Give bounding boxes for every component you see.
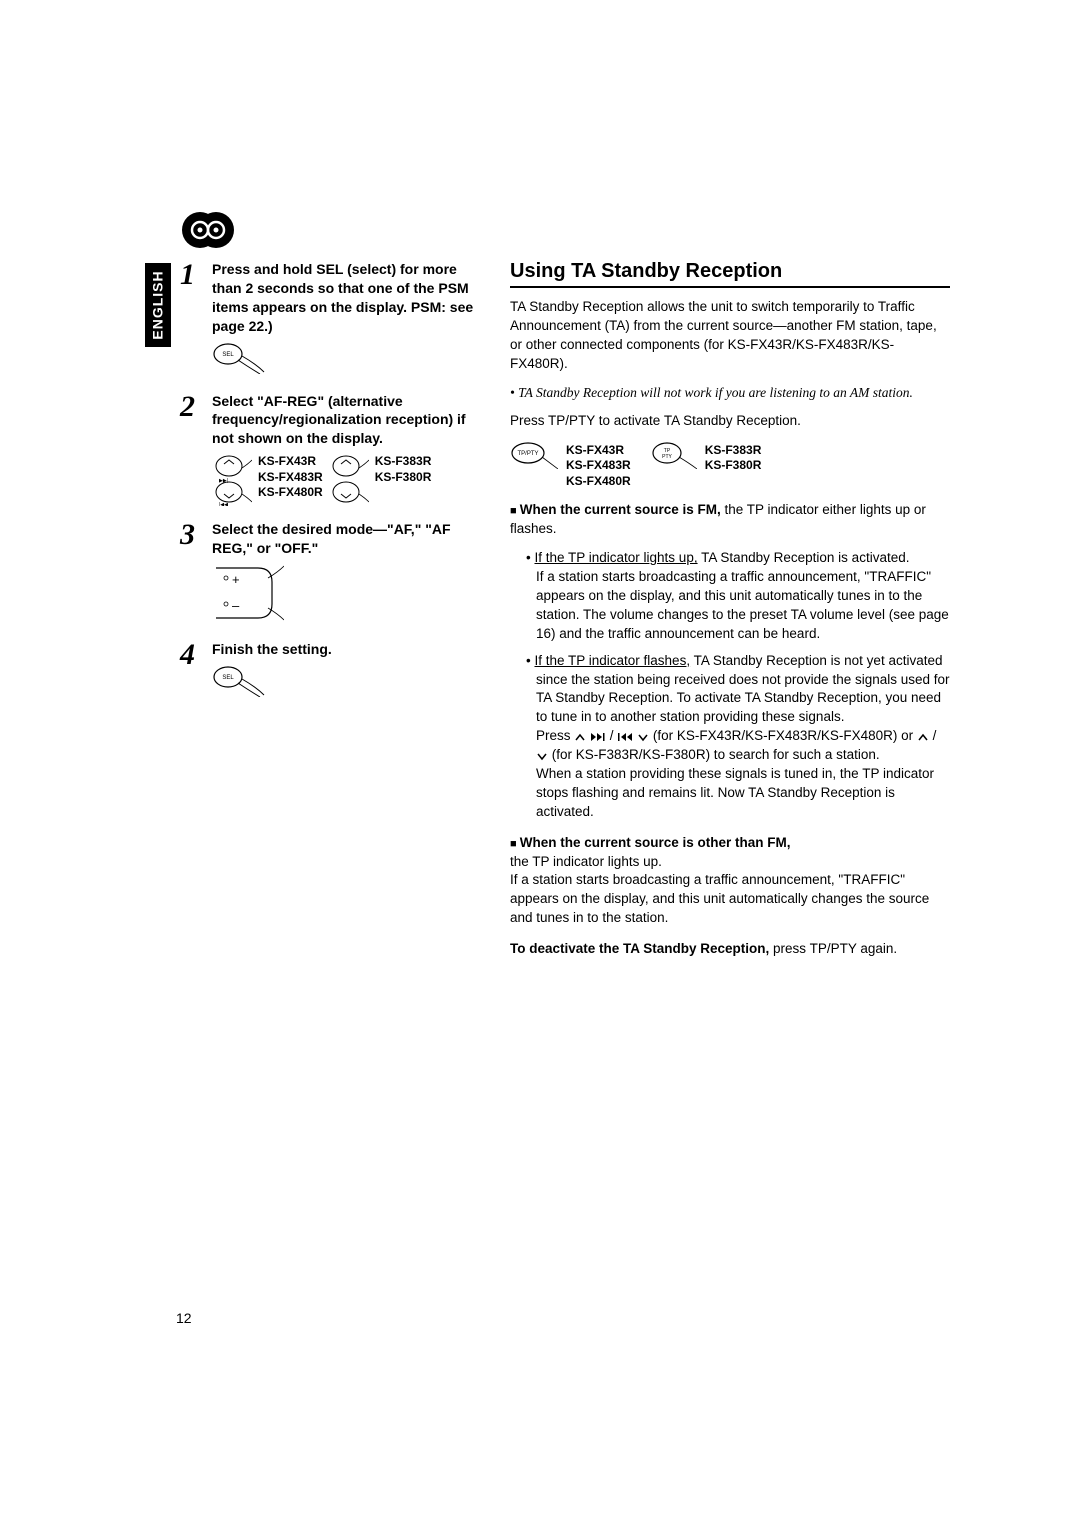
language-tab: ENGLISH bbox=[145, 263, 171, 347]
sel-button-diagram: SEL bbox=[212, 665, 480, 697]
model-labels: KS-FX43R KS-FX483R KS-FX480R bbox=[258, 454, 323, 501]
model-labels: KS-F383R KS-F380R bbox=[375, 454, 432, 485]
section-icon bbox=[180, 210, 236, 255]
step-number: 3 bbox=[180, 520, 202, 626]
deactivate-text: To deactivate the TA Standby Reception, … bbox=[510, 940, 950, 959]
model-labels: KS-F383R KS-F380R bbox=[705, 443, 762, 474]
svg-text:–: – bbox=[232, 598, 240, 613]
list-item: If the TP indicator lights up, TA Standb… bbox=[526, 549, 950, 643]
step-2-text: Select "AF-REG" (alternative frequency/r… bbox=[212, 392, 480, 449]
italic-note: • TA Standby Reception will not work if … bbox=[510, 384, 950, 402]
intro-text: TA Standby Reception allows the unit to … bbox=[510, 298, 950, 374]
svg-text:+: + bbox=[232, 572, 240, 587]
other-source-heading: When the current source is other than FM… bbox=[510, 834, 950, 928]
nav-button-diagram bbox=[329, 454, 369, 506]
nav-button-diagram: ▶▶| |◀◀ bbox=[212, 454, 252, 506]
plus-minus-diagram: + – bbox=[212, 564, 480, 622]
prev-track-icon bbox=[617, 732, 633, 742]
fm-source-heading: When the current source is FM, the TP in… bbox=[510, 501, 950, 539]
svg-text:PTY: PTY bbox=[662, 454, 672, 460]
tp-pty-button-diagram: TP PTY bbox=[649, 441, 697, 469]
svg-text:SEL: SEL bbox=[222, 352, 234, 358]
step-3-text: Select the desired mode—"AF," "AF REG," … bbox=[212, 520, 480, 558]
down-icon bbox=[536, 751, 548, 761]
sel-button-diagram: SEL bbox=[212, 342, 480, 374]
down-icon bbox=[637, 732, 649, 742]
step-number: 4 bbox=[180, 640, 202, 701]
svg-text:TP/PTY: TP/PTY bbox=[517, 451, 538, 457]
up-icon bbox=[917, 732, 929, 742]
section-title: Using TA Standby Reception bbox=[510, 260, 950, 288]
step-number: 1 bbox=[180, 260, 202, 378]
svg-text:▶▶|: ▶▶| bbox=[219, 478, 228, 484]
list-item: If the TP indicator flashes, TA Standby … bbox=[526, 652, 950, 822]
model-labels: KS-FX43R KS-FX483R KS-FX480R bbox=[566, 443, 631, 490]
next-track-icon bbox=[590, 732, 606, 742]
step-4-text: Finish the setting. bbox=[212, 640, 480, 659]
svg-text:|◀◀: |◀◀ bbox=[219, 502, 228, 506]
press-instruction: Press TP/PTY to activate TA Standby Rece… bbox=[510, 412, 950, 431]
up-icon bbox=[574, 732, 586, 742]
step-1-text: Press and hold SEL (select) for more tha… bbox=[212, 260, 480, 336]
step-number: 2 bbox=[180, 392, 202, 507]
tp-pty-button-diagram: TP/PTY bbox=[510, 441, 558, 469]
page-number: 12 bbox=[176, 1310, 192, 1326]
svg-text:SEL: SEL bbox=[222, 675, 234, 681]
